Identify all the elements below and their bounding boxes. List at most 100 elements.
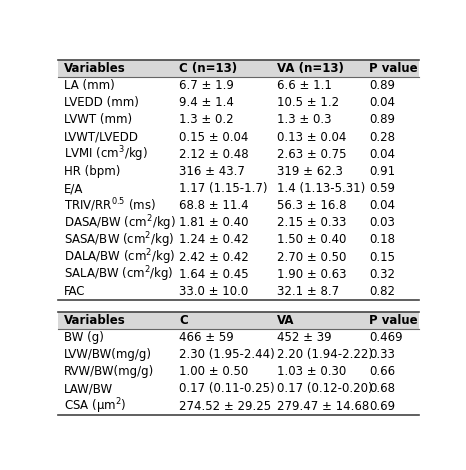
Text: LVWT (mm): LVWT (mm)	[64, 113, 132, 126]
Text: 0.82: 0.82	[369, 285, 395, 298]
Text: 2.42 ± 0.42: 2.42 ± 0.42	[179, 251, 249, 264]
Text: 0.28: 0.28	[369, 131, 395, 144]
Text: Variables: Variables	[64, 314, 125, 327]
Text: 0.17 (0.11-0.25): 0.17 (0.11-0.25)	[179, 383, 275, 395]
Text: 2.70 ± 0.50: 2.70 ± 0.50	[277, 251, 346, 264]
Text: P value: P value	[369, 314, 418, 327]
Text: DALA/BW (cm$^2$/kg): DALA/BW (cm$^2$/kg)	[64, 247, 175, 267]
Text: 0.32: 0.32	[369, 268, 395, 281]
Text: 1.81 ± 0.40: 1.81 ± 0.40	[179, 216, 249, 229]
Text: SASA/BW (cm$^2$/kg): SASA/BW (cm$^2$/kg)	[64, 230, 174, 250]
Text: 33.0 ± 10.0: 33.0 ± 10.0	[179, 285, 248, 298]
Text: VA (n=13): VA (n=13)	[277, 62, 343, 75]
Text: 1.17 (1.15-1.7): 1.17 (1.15-1.7)	[179, 182, 268, 195]
Text: 1.50 ± 0.40: 1.50 ± 0.40	[277, 234, 346, 246]
Text: 1.03 ± 0.30: 1.03 ± 0.30	[277, 365, 346, 378]
Text: CSA (μm$^2$): CSA (μm$^2$)	[64, 396, 126, 416]
Bar	[58, 60, 419, 77]
Bar	[58, 197, 419, 214]
Text: 452 ± 39: 452 ± 39	[277, 331, 331, 344]
Bar	[58, 94, 419, 111]
Text: P value: P value	[369, 62, 418, 75]
Text: 0.18: 0.18	[369, 234, 395, 246]
Text: 0.66: 0.66	[369, 365, 395, 378]
Text: 1.24 ± 0.42: 1.24 ± 0.42	[179, 234, 249, 246]
Bar	[58, 214, 419, 231]
Text: 1.90 ± 0.63: 1.90 ± 0.63	[277, 268, 346, 281]
Text: LVW/BW(mg/g): LVW/BW(mg/g)	[64, 348, 151, 361]
Text: 274.52 ± 29.25: 274.52 ± 29.25	[179, 400, 271, 413]
Text: Variables: Variables	[64, 62, 125, 75]
Text: 0.69: 0.69	[369, 400, 395, 413]
Text: 32.1 ± 8.7: 32.1 ± 8.7	[277, 285, 339, 298]
Bar	[58, 312, 419, 329]
Bar	[58, 346, 419, 363]
Text: 10.5 ± 1.2: 10.5 ± 1.2	[277, 96, 339, 110]
Text: 0.04: 0.04	[369, 96, 395, 110]
Text: 0.91: 0.91	[369, 165, 395, 178]
Bar	[58, 249, 419, 266]
Text: SALA/BW (cm$^2$/kg): SALA/BW (cm$^2$/kg)	[64, 265, 173, 284]
Text: 1.3 ± 0.2: 1.3 ± 0.2	[179, 113, 234, 126]
Text: E/A: E/A	[64, 182, 83, 195]
Text: C (n=13): C (n=13)	[179, 62, 237, 75]
Text: 6.7 ± 1.9: 6.7 ± 1.9	[179, 79, 234, 92]
Text: 0.17 (0.12-0.20): 0.17 (0.12-0.20)	[277, 383, 372, 395]
Text: 0.89: 0.89	[369, 113, 395, 126]
Text: 56.3 ± 16.8: 56.3 ± 16.8	[277, 199, 346, 212]
Text: 1.64 ± 0.45: 1.64 ± 0.45	[179, 268, 249, 281]
Text: VA: VA	[277, 314, 294, 327]
Text: 0.33: 0.33	[369, 348, 395, 361]
Bar	[58, 398, 419, 415]
Bar	[58, 129, 419, 146]
Text: DASA/BW (cm$^2$/kg): DASA/BW (cm$^2$/kg)	[64, 213, 176, 233]
Text: 316 ± 43.7: 316 ± 43.7	[179, 165, 245, 178]
Text: 2.12 ± 0.48: 2.12 ± 0.48	[179, 148, 249, 161]
Text: LVEDD (mm): LVEDD (mm)	[64, 96, 138, 110]
Bar	[58, 111, 419, 129]
Text: C: C	[179, 314, 188, 327]
Bar	[58, 231, 419, 249]
Text: 0.89: 0.89	[369, 79, 395, 92]
Bar	[58, 329, 419, 346]
Text: 9.4 ± 1.4: 9.4 ± 1.4	[179, 96, 234, 110]
Text: 2.20 (1.94-2.22): 2.20 (1.94-2.22)	[277, 348, 373, 361]
Text: HR (bpm): HR (bpm)	[64, 165, 120, 178]
Text: FAC: FAC	[64, 285, 85, 298]
Text: TRIV/RR$^{0.5}$ (ms): TRIV/RR$^{0.5}$ (ms)	[64, 197, 156, 214]
Text: LAW/BW: LAW/BW	[64, 383, 113, 395]
Text: 6.6 ± 1.1: 6.6 ± 1.1	[277, 79, 332, 92]
Text: 0.68: 0.68	[369, 383, 395, 395]
Text: 0.15 ± 0.04: 0.15 ± 0.04	[179, 131, 248, 144]
Bar	[58, 77, 419, 94]
Text: 1.4 (1.13-5.31): 1.4 (1.13-5.31)	[277, 182, 365, 195]
Bar	[58, 163, 419, 180]
Text: 0.04: 0.04	[369, 148, 395, 161]
Bar	[58, 380, 419, 398]
Bar	[58, 180, 419, 197]
Text: 0.03: 0.03	[369, 216, 395, 229]
Text: 0.15: 0.15	[369, 251, 395, 264]
Text: LVMI (cm$^3$/kg): LVMI (cm$^3$/kg)	[64, 144, 148, 164]
Text: 1.3 ± 0.3: 1.3 ± 0.3	[277, 113, 331, 126]
Text: 2.15 ± 0.33: 2.15 ± 0.33	[277, 216, 346, 229]
Text: 2.63 ± 0.75: 2.63 ± 0.75	[277, 148, 346, 161]
Text: 0.59: 0.59	[369, 182, 395, 195]
Text: BW (g): BW (g)	[64, 331, 103, 344]
Text: 466 ± 59: 466 ± 59	[179, 331, 234, 344]
Text: 0.13 ± 0.04: 0.13 ± 0.04	[277, 131, 346, 144]
Text: 0.469: 0.469	[369, 331, 403, 344]
Bar	[58, 266, 419, 283]
Bar	[58, 283, 419, 300]
Text: RVW/BW(mg/g): RVW/BW(mg/g)	[64, 365, 154, 378]
Text: 0.04: 0.04	[369, 199, 395, 212]
Text: 319 ± 62.3: 319 ± 62.3	[277, 165, 343, 178]
Text: 1.00 ± 0.50: 1.00 ± 0.50	[179, 365, 248, 378]
Text: LA (mm): LA (mm)	[64, 79, 115, 92]
Text: 2.30 (1.95-2.44): 2.30 (1.95-2.44)	[179, 348, 275, 361]
Text: 279.47 ± 14.68: 279.47 ± 14.68	[277, 400, 369, 413]
Bar	[58, 146, 419, 163]
Bar	[58, 363, 419, 380]
Text: LVWT/LVEDD: LVWT/LVEDD	[64, 131, 139, 144]
Text: 68.8 ± 11.4: 68.8 ± 11.4	[179, 199, 249, 212]
